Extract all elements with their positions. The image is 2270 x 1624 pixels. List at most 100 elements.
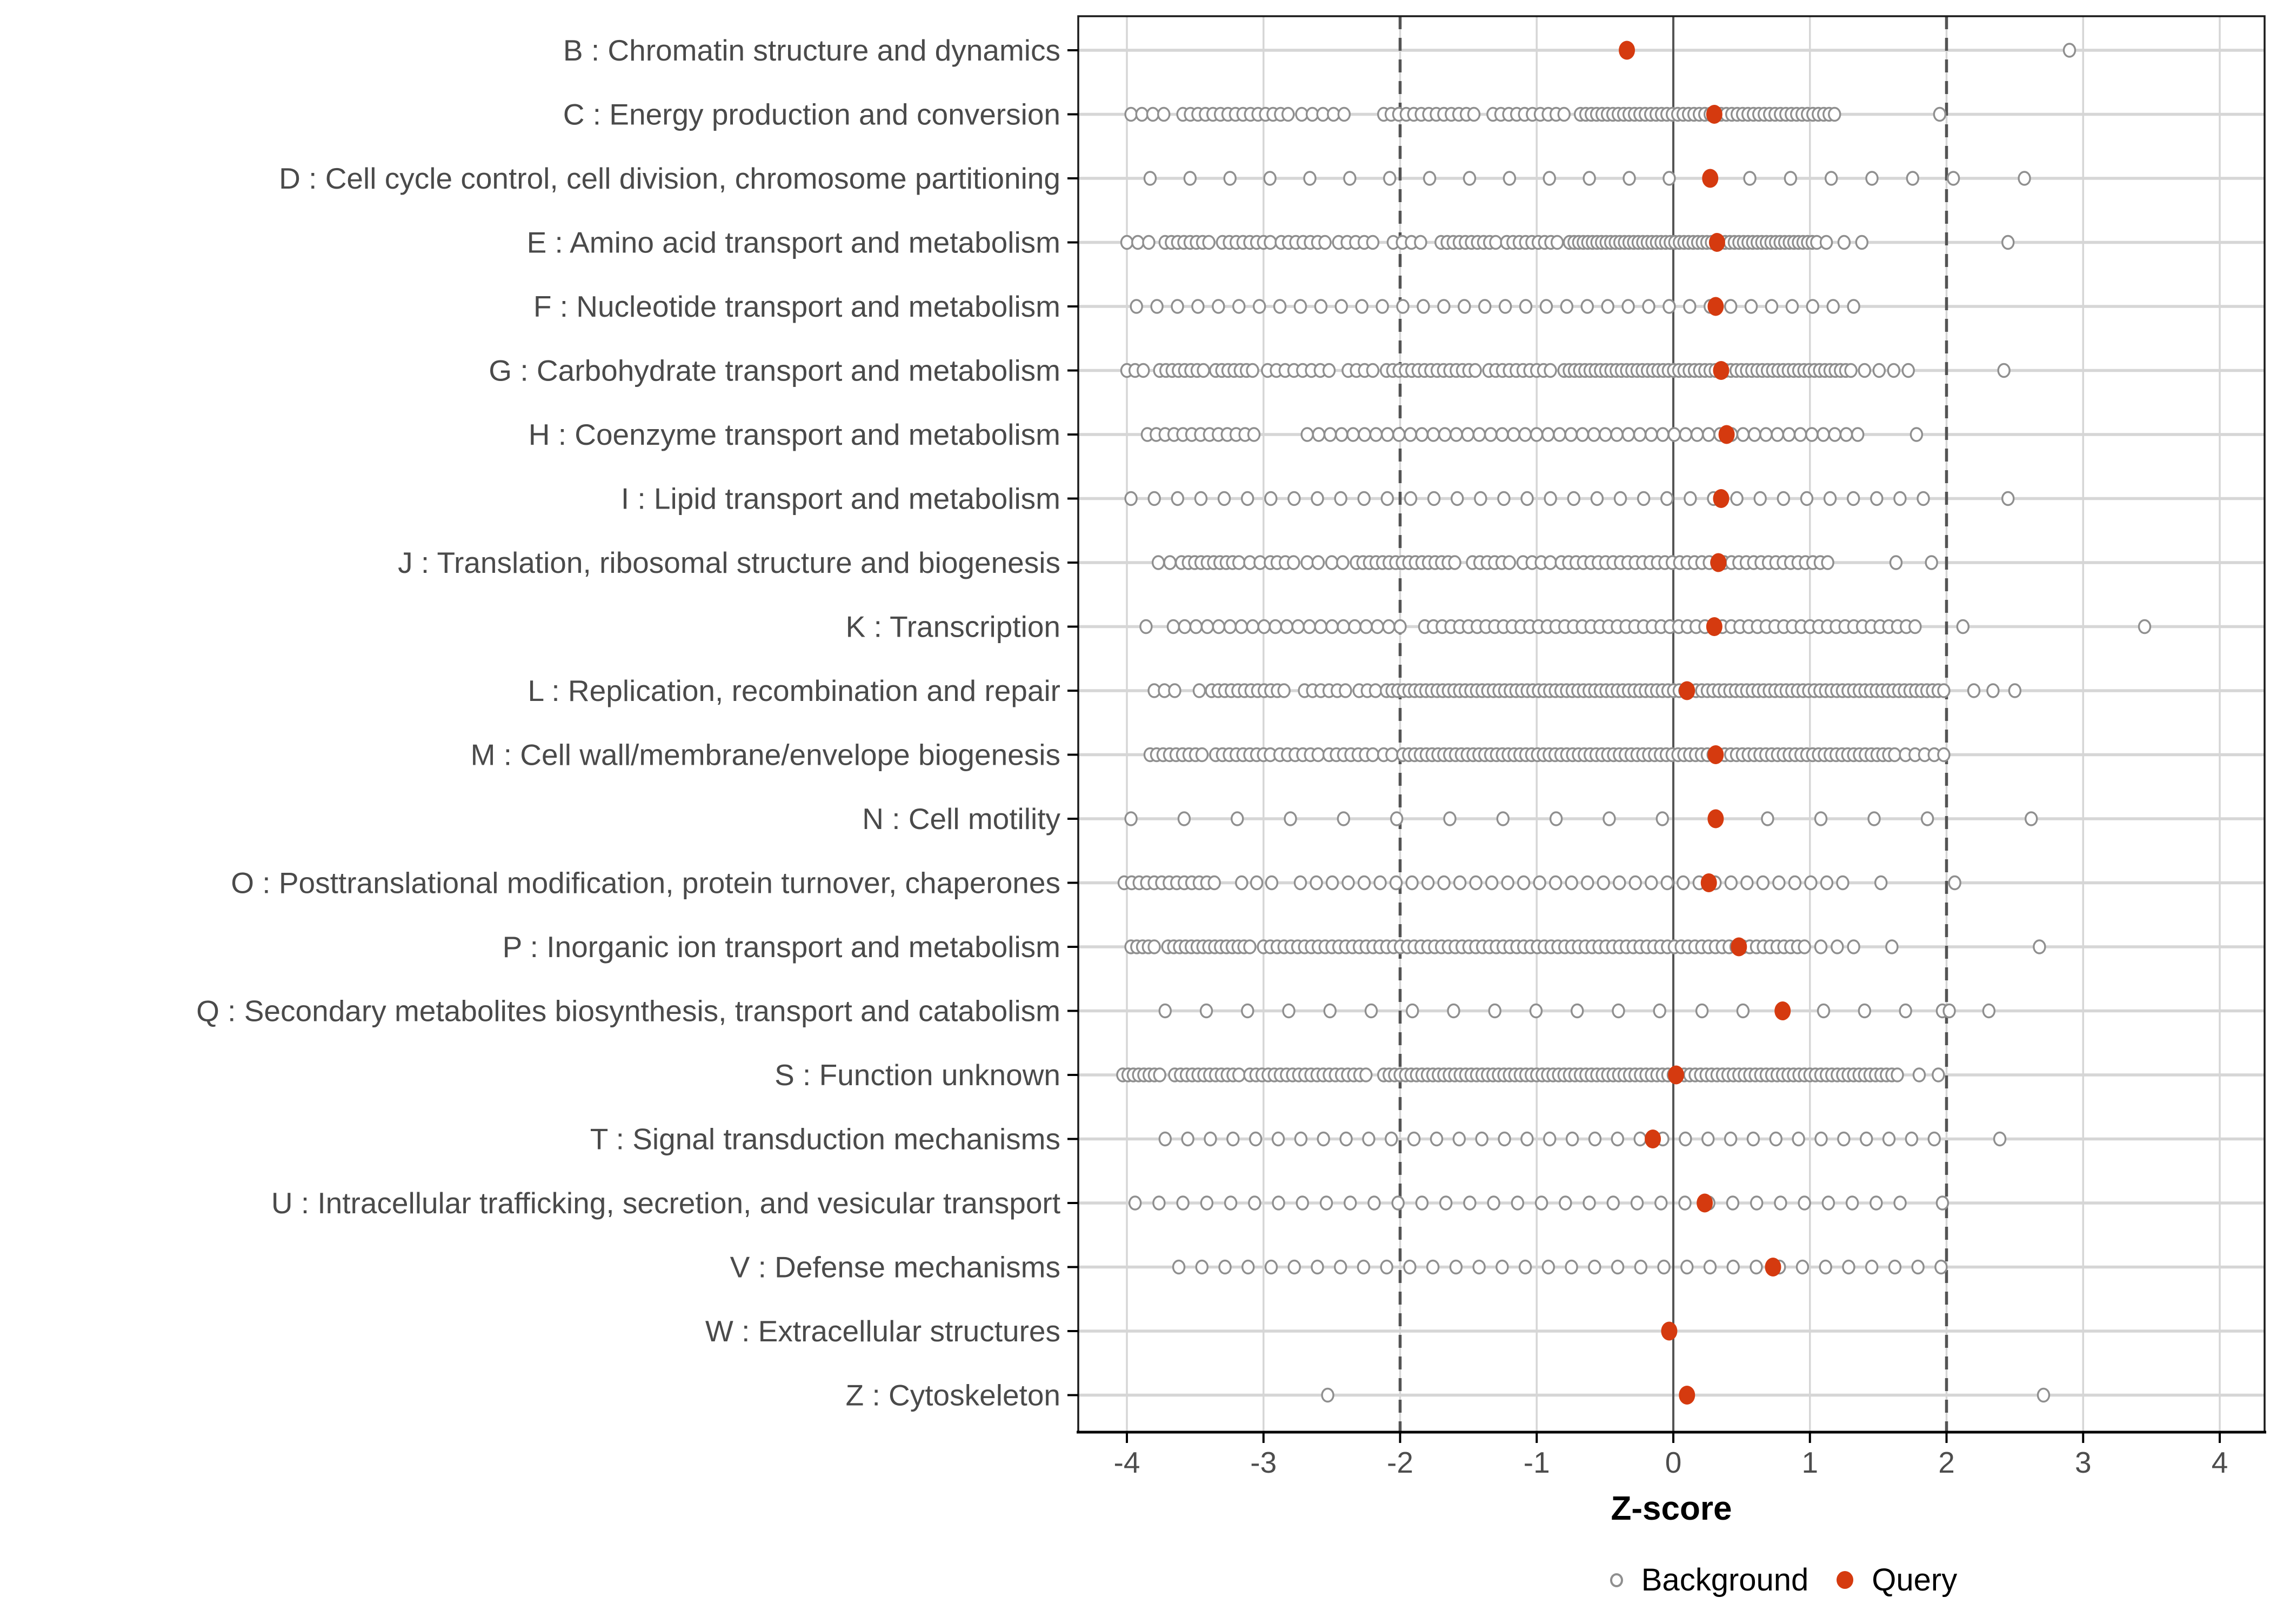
background-point (1821, 555, 1834, 570)
background-point (1621, 427, 1635, 442)
background-point (1472, 427, 1486, 442)
background-point (1346, 427, 1360, 442)
background-point (1782, 427, 1796, 442)
background-point (1439, 1195, 1453, 1211)
background-point (1798, 939, 1811, 954)
background-point (1993, 1131, 2007, 1147)
category-label: M : Cell wall/membrane/envelope biogenes… (471, 738, 1060, 772)
background-point (1240, 491, 1254, 506)
background-point (1498, 299, 1512, 314)
background-point (1667, 427, 1681, 442)
background-point (1798, 1195, 1811, 1211)
background-point (1319, 1195, 1333, 1211)
query-point (1707, 809, 1724, 828)
background-point (1200, 1195, 1214, 1211)
background-point (1679, 427, 1693, 442)
background-point (1517, 875, 1531, 891)
background-point (1590, 491, 1604, 506)
query-point (1774, 1001, 1791, 1020)
background-point (1702, 427, 1715, 442)
background-point (1533, 875, 1546, 891)
background-point (1800, 491, 1814, 506)
background-point (1427, 491, 1441, 506)
background-point (1933, 106, 1947, 122)
background-point (1654, 1195, 1668, 1211)
background-point (1882, 1131, 1896, 1147)
background-point (1680, 1259, 1694, 1275)
background-point (1534, 1195, 1548, 1211)
background-point (1380, 491, 1394, 506)
background-point (1828, 427, 1841, 442)
background-point (1891, 1067, 1904, 1082)
background-point (1819, 235, 1833, 250)
background-point (1450, 427, 1463, 442)
category-label: W : Extracellular structures (705, 1314, 1060, 1348)
background-point (1284, 811, 1297, 826)
background-point (1911, 1259, 1925, 1275)
background-point (1912, 1067, 1926, 1082)
background-point (1701, 1131, 1715, 1147)
background-point (1430, 1131, 1444, 1147)
background-point (1859, 1131, 1873, 1147)
background-point (1380, 1259, 1393, 1275)
background-point (2008, 683, 2022, 698)
background-point (1893, 491, 1907, 506)
background-point (1177, 811, 1191, 826)
background-point (1613, 875, 1626, 891)
background-point (1287, 1259, 1301, 1275)
background-point (1660, 491, 1674, 506)
query-point (1668, 1065, 1685, 1085)
background-point (1311, 555, 1325, 570)
background-point (1339, 1131, 1353, 1147)
background-point (1382, 619, 1396, 634)
x-tick-label: -1 (1524, 1446, 1550, 1479)
background-point (1357, 1259, 1371, 1275)
background-point (1135, 106, 1149, 122)
background-point (1806, 299, 1820, 314)
background-point (1380, 427, 1394, 442)
background-point (1357, 491, 1371, 506)
x-tick-label: 3 (2075, 1446, 2092, 1479)
background-point (1567, 491, 1580, 506)
background-point (1151, 555, 1165, 570)
background-point (1564, 427, 1578, 442)
background-point (1339, 683, 1352, 698)
x-tick-label: 0 (1665, 1446, 1682, 1479)
background-point (1300, 427, 1314, 442)
background-point (1997, 363, 2011, 378)
background-point (1453, 875, 1467, 891)
background-point (1404, 491, 1418, 506)
background-point (1325, 555, 1339, 570)
background-point (1885, 939, 1899, 954)
background-point (1371, 619, 1384, 634)
background-point (1143, 171, 1157, 186)
background-point (1937, 683, 1951, 698)
background-point (1300, 555, 1314, 570)
background-point (1469, 875, 1483, 891)
background-point (1557, 106, 1571, 122)
background-point (1637, 491, 1651, 506)
background-point (1246, 363, 1259, 378)
query-point (1679, 1386, 1695, 1405)
background-point (1657, 1259, 1671, 1275)
background-point (1337, 811, 1351, 826)
background-point (1366, 235, 1380, 250)
background-point (1191, 299, 1205, 314)
background-point (1158, 1003, 1172, 1019)
background-point (1311, 1259, 1324, 1275)
background-point (1865, 1259, 1879, 1275)
background-point (1788, 875, 1802, 891)
category-label: I : Lipid transport and metabolism (621, 482, 1060, 516)
background-point (1814, 1131, 1828, 1147)
background-point (1623, 171, 1636, 186)
background-point (1171, 491, 1185, 506)
background-point (1291, 619, 1305, 634)
query-point (1619, 41, 1635, 60)
background-point (1212, 299, 1225, 314)
background-point (1588, 1259, 1601, 1275)
x-tick-label: -2 (1387, 1446, 1413, 1479)
background-point (1277, 683, 1291, 698)
background-point (1124, 811, 1138, 826)
category-label: F : Nucleotide transport and metabolism (533, 290, 1060, 323)
background-point (1826, 299, 1840, 314)
